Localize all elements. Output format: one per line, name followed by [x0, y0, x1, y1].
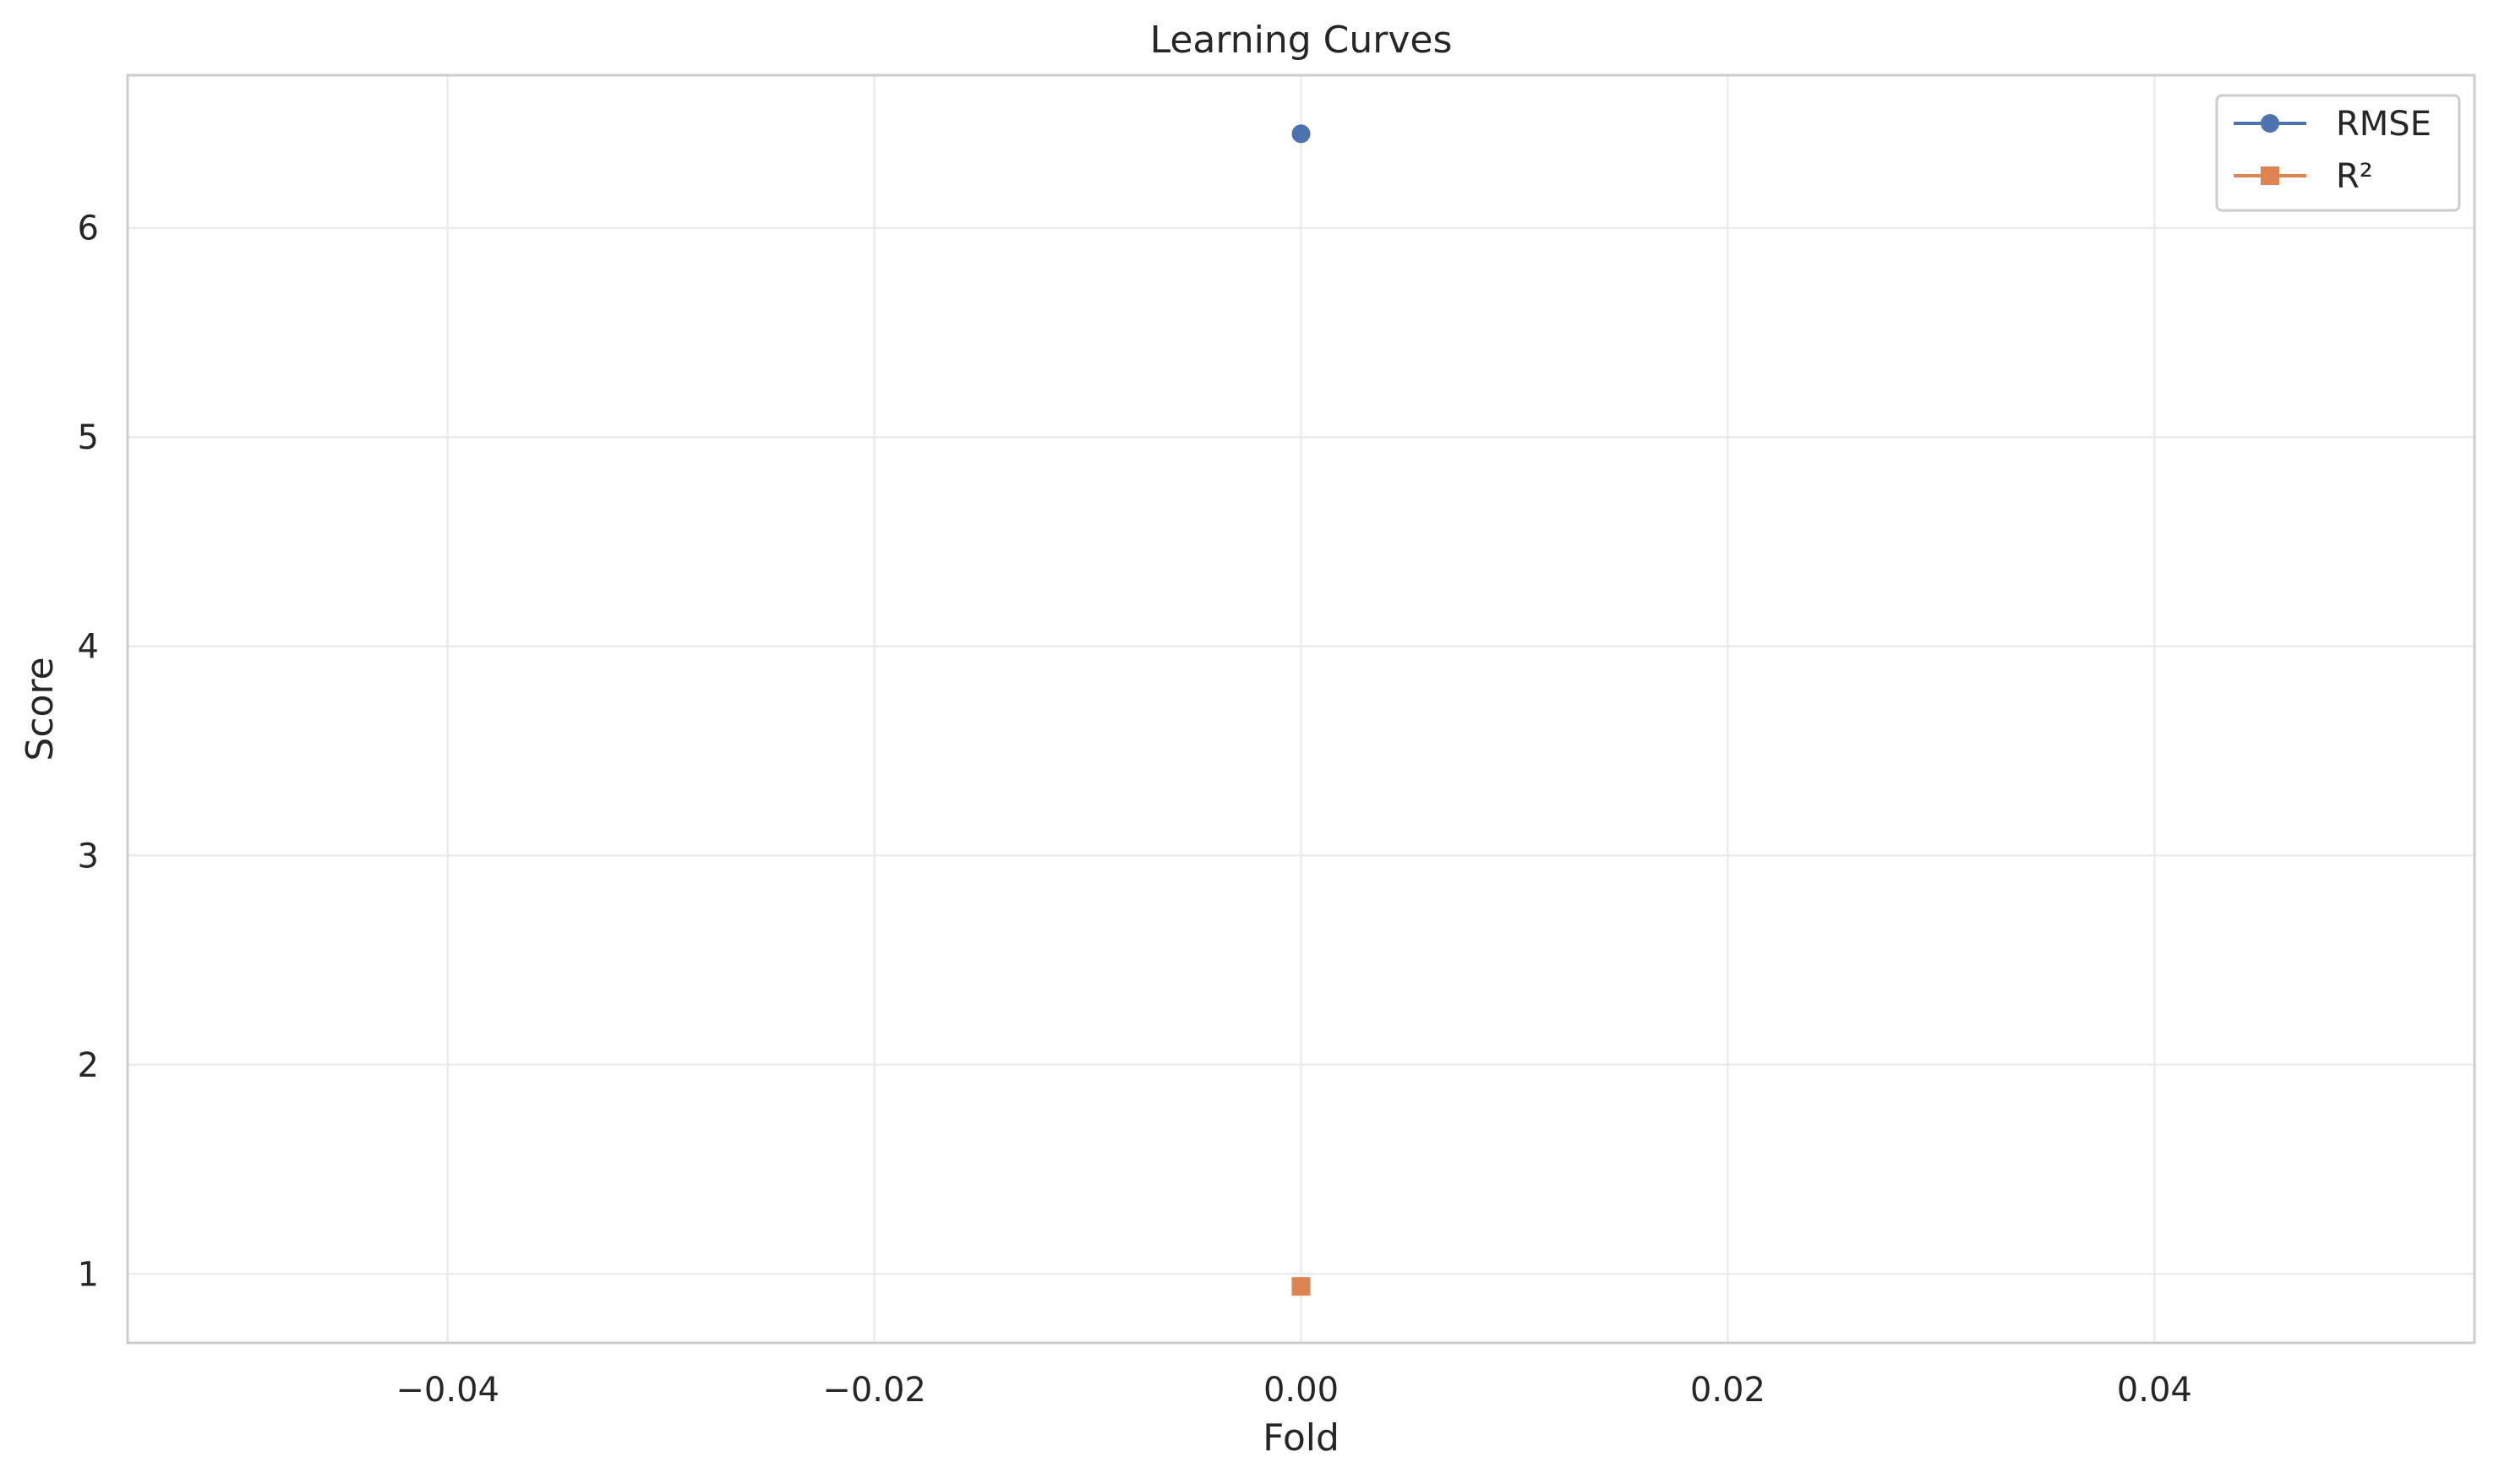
legend-entry-r2: R²	[2234, 157, 2373, 196]
y-tick-label: 6	[78, 210, 99, 248]
x-axis-ticks: −0.04 −0.02 0.00 0.02 0.04	[396, 1371, 2191, 1410]
y-tick-label: 1	[78, 1255, 99, 1294]
legend-marker	[2261, 114, 2279, 133]
series-rmse	[1291, 124, 1311, 144]
legend-label: RMSE	[2336, 105, 2431, 144]
y-tick-label: 3	[78, 837, 99, 876]
data-series	[1291, 124, 1311, 1296]
legend-entries: RMSE R²	[2234, 105, 2431, 196]
y-tick-label: 2	[78, 1046, 99, 1085]
chart-title: Learning Curves	[1150, 19, 1453, 62]
y-tick-label: 5	[78, 418, 99, 457]
grid-lines	[128, 75, 2474, 1343]
legend-entry-rmse: RMSE	[2234, 105, 2431, 144]
data-point	[1291, 124, 1311, 144]
series-r2	[1291, 1277, 1311, 1296]
x-axis-label: Fold	[1263, 1416, 1340, 1459]
x-tick-label: 0.00	[1263, 1371, 1339, 1410]
y-axis-label: Score	[19, 657, 62, 761]
legend-marker	[2261, 166, 2279, 185]
data-point	[1291, 1277, 1311, 1296]
x-tick-label: −0.04	[396, 1371, 499, 1410]
x-tick-label: 0.04	[2117, 1371, 2192, 1410]
legend: RMSE R²	[2215, 94, 2461, 212]
x-tick-label: 0.02	[1690, 1371, 1765, 1410]
x-tick-label: −0.02	[822, 1371, 926, 1410]
y-axis-ticks: 1 2 3 4 5 6	[78, 210, 99, 1295]
plot-frame	[126, 74, 2476, 1345]
y-tick-label: 4	[78, 628, 99, 667]
legend-label: R²	[2336, 157, 2373, 196]
